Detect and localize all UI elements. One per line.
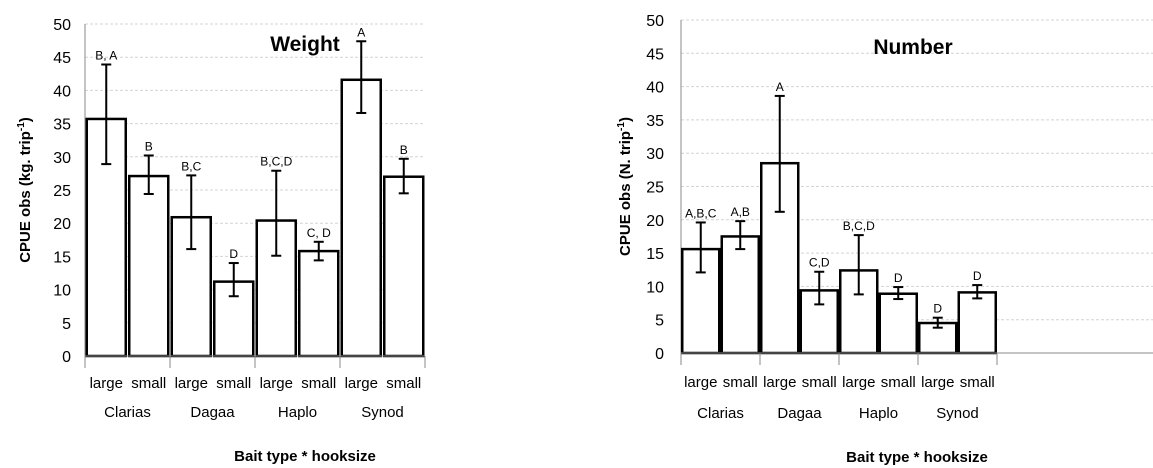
y-axis-title-superscript: -1 — [616, 122, 627, 131]
x-category-label: large — [175, 375, 208, 392]
bar-small — [298, 249, 340, 358]
x-group-label: Clarias — [697, 405, 744, 422]
y-tick-label: 20 — [53, 216, 71, 233]
x-group-label: Haplo — [859, 405, 898, 422]
y-axis-title-text: CPUE obs (N. trip — [617, 131, 634, 256]
significance-label: B,C,D — [260, 155, 292, 169]
y-axis-title: CPUE obs (kg. trip-1) — [16, 117, 34, 263]
y-tick-label: 35 — [53, 117, 71, 134]
y-tick-label: 50 — [646, 13, 664, 30]
x-group-label: Synod — [361, 404, 404, 421]
x-category-label: large — [842, 374, 875, 391]
significance-label: A — [776, 80, 784, 94]
significance-label: D — [973, 269, 982, 283]
y-tick-label: 0 — [62, 349, 71, 366]
x-group-label: Dagaa — [190, 404, 235, 421]
y-axis-title-superscript: -1 — [16, 122, 27, 131]
x-category-label: small — [301, 375, 336, 392]
x-category-label: large — [260, 375, 293, 392]
y-tick-label: 40 — [53, 83, 71, 100]
y-tick-label: 20 — [646, 213, 664, 230]
x-category-label: large — [90, 375, 123, 392]
significance-label: B,C,D — [843, 219, 875, 233]
y-tick-label: 40 — [646, 80, 664, 97]
y-tick-label: 25 — [646, 180, 664, 197]
significance-label: A,B — [731, 205, 750, 219]
y-tick-label: 45 — [53, 50, 71, 67]
significance-label: C, D — [307, 226, 331, 240]
significance-label: D — [229, 247, 238, 261]
y-tick-label: 30 — [53, 150, 71, 167]
x-category-label: large — [684, 374, 717, 391]
significance-label: B — [145, 139, 153, 153]
bar-large — [340, 78, 382, 358]
y-tick-label: 25 — [53, 183, 71, 200]
bar-small — [720, 235, 760, 355]
x-category-label: large — [921, 374, 954, 391]
y-tick-label: 50 — [53, 17, 71, 34]
significance-label: B, A — [95, 49, 117, 63]
x-category-label: small — [802, 374, 837, 391]
x-category-label: small — [881, 374, 916, 391]
y-axis-title: CPUE obs (N. trip-1) — [616, 117, 634, 256]
significance-label: D — [933, 302, 942, 316]
chart-title: Number — [873, 36, 952, 59]
y-tick-label: 15 — [646, 246, 664, 263]
bar-small — [128, 174, 170, 358]
x-category-label: large — [763, 374, 796, 391]
x-category-label: small — [723, 374, 758, 391]
y-tick-label: 5 — [655, 313, 664, 330]
bar-small — [957, 291, 997, 355]
y-tick-label: 5 — [62, 316, 71, 333]
significance-label: C,D — [809, 256, 830, 270]
significance-label: B — [400, 143, 408, 157]
significance-label: B,C — [181, 159, 201, 173]
y-tick-label: 15 — [53, 249, 71, 266]
x-axis-title: Bait type * hooksize — [234, 448, 376, 465]
x-group-label: Synod — [936, 405, 979, 422]
y-tick-label: 0 — [655, 346, 664, 363]
x-category-label: large — [345, 375, 378, 392]
y-tick-label: 10 — [53, 283, 71, 300]
y-axis-title-close: ) — [617, 117, 634, 122]
x-group-label: Dagaa — [777, 405, 822, 422]
x-category-label: small — [386, 375, 421, 392]
x-category-label: small — [216, 375, 251, 392]
x-axis-title: Bait type * hooksize — [846, 449, 988, 466]
y-axis-title-close: ) — [17, 117, 34, 122]
y-tick-label: 30 — [646, 146, 664, 163]
x-category-label: small — [131, 375, 166, 392]
significance-label: A — [357, 25, 365, 39]
y-tick-label: 35 — [646, 113, 664, 130]
bar-small — [383, 175, 425, 358]
x-group-label: Clarias — [104, 404, 151, 421]
significance-label: D — [894, 271, 903, 285]
significance-label: A,B,C — [685, 206, 717, 220]
bar-small — [878, 292, 918, 355]
x-group-label: Haplo — [278, 404, 317, 421]
chart-title: Weight — [270, 33, 340, 56]
y-tick-label: 45 — [646, 46, 664, 63]
number-chart: 0 5 10 15 20 25 30 35 40 45 50 A,B,C large A,B small Al… — [616, 13, 1153, 466]
y-axis-title-text: CPUE obs (kg. trip — [17, 131, 34, 263]
x-category-label: small — [960, 374, 995, 391]
y-tick-label: 10 — [646, 279, 664, 296]
